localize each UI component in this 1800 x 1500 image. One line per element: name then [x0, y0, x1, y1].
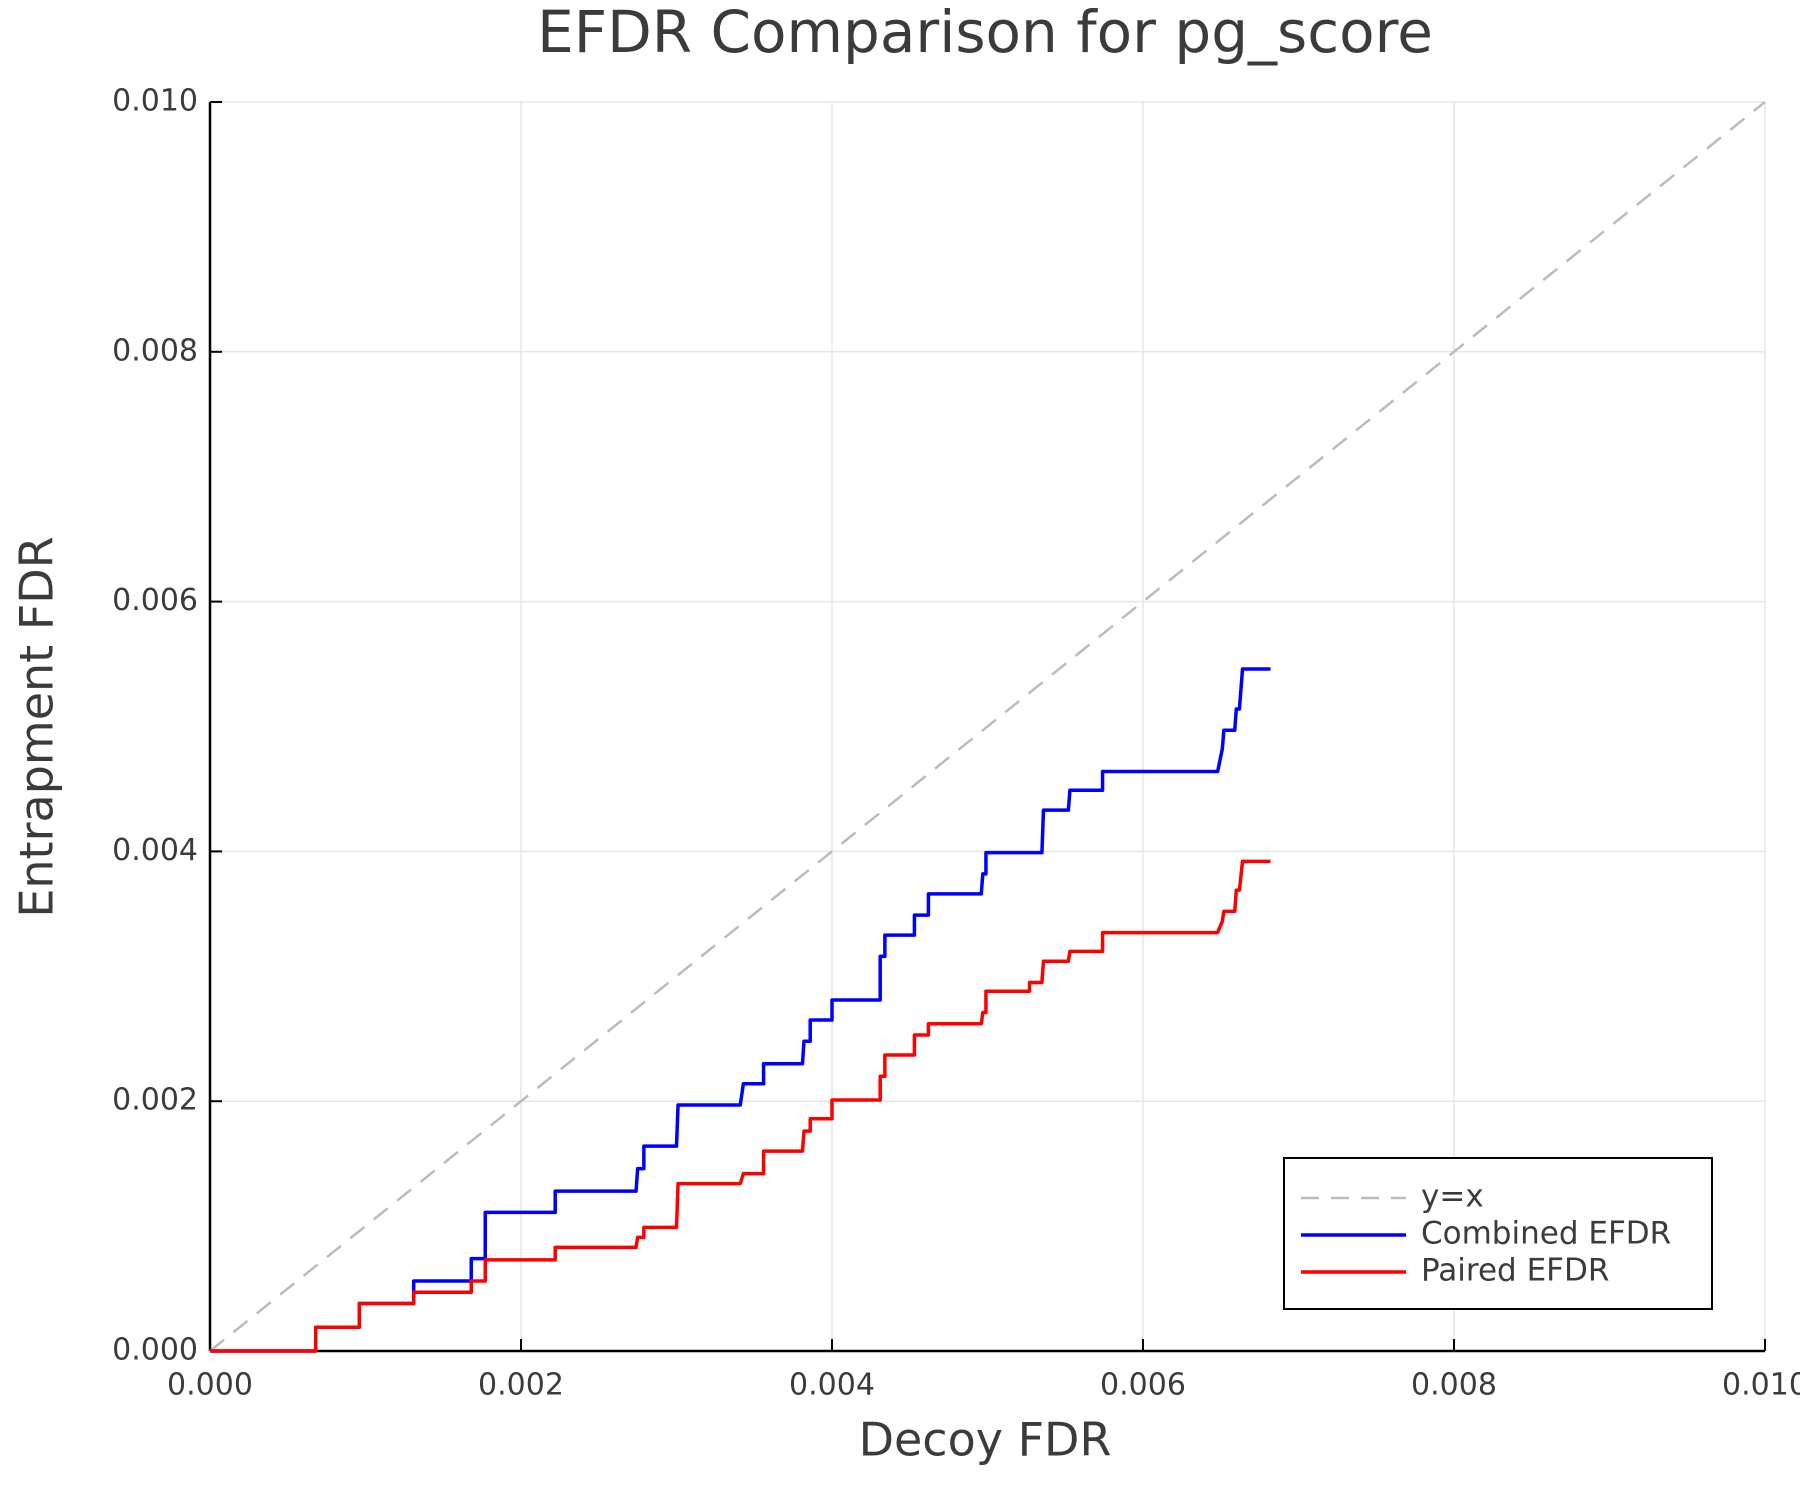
series-line: [209, 101, 1766, 1352]
legend-label: y=x: [1421, 1179, 1484, 1215]
series-line: [210, 667, 1271, 1353]
x-tick-label: 0.000: [167, 1368, 253, 1403]
y-tick-label: 0.004: [112, 833, 198, 868]
y-tick-label: 0.006: [112, 583, 198, 618]
series-line: [210, 859, 1271, 1353]
x-tick-label: 0.006: [1100, 1368, 1186, 1403]
x-tick-label: 0.010: [1722, 1368, 1800, 1403]
legend-label: Combined EFDR: [1421, 1216, 1671, 1252]
y-axis-label: Entrapment FDR: [10, 536, 64, 917]
y-tick-label: 0.002: [112, 1083, 198, 1118]
y-tick-label: 0.000: [112, 1333, 198, 1368]
legend-label: Paired EFDR: [1421, 1253, 1609, 1289]
y-tick-label: 0.008: [112, 333, 198, 368]
x-tick-label: 0.008: [1411, 1368, 1497, 1403]
x-axis-label: Decoy FDR: [859, 1413, 1112, 1467]
x-tick-label: 0.002: [478, 1368, 564, 1403]
y-tick-label: 0.010: [112, 84, 198, 119]
x-tick-label: 0.004: [789, 1368, 875, 1403]
chart-title: EFDR Comparison for pg_score: [537, 0, 1433, 66]
